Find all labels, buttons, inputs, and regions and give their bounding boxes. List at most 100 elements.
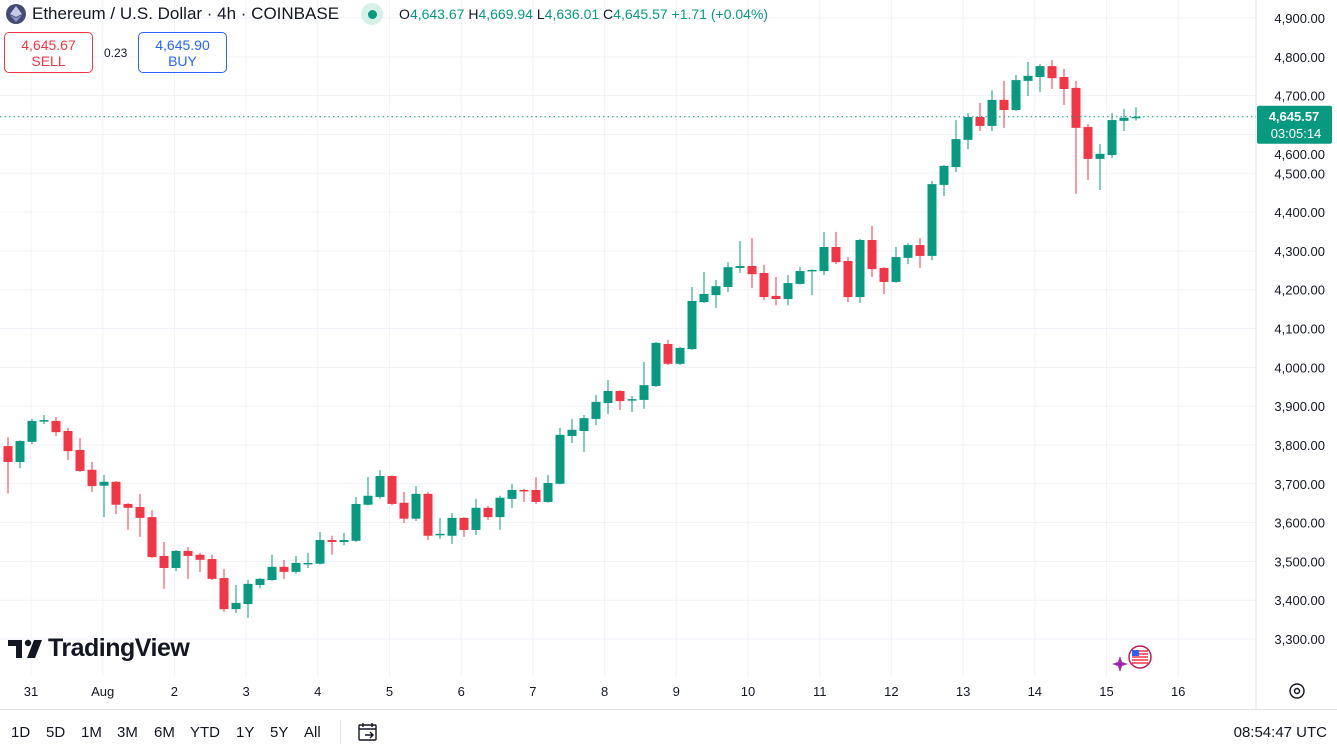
candle-body: [531, 489, 541, 502]
range-1d[interactable]: 1D: [11, 724, 31, 741]
candle-body: [447, 517, 457, 536]
x-tick-label: 3: [242, 684, 249, 699]
candle-body: [627, 399, 637, 401]
candle: [1071, 80, 1081, 194]
candle-body: [351, 503, 361, 541]
candle: [591, 394, 601, 426]
candle: [639, 361, 649, 409]
candle: [939, 165, 949, 197]
range-1y[interactable]: 1Y: [236, 724, 255, 741]
candle-body: [987, 99, 997, 126]
candle-body: [363, 495, 373, 505]
candle: [915, 238, 925, 268]
candle: [795, 267, 805, 285]
utc-clock[interactable]: 08:54:47 UTC: [1233, 724, 1327, 741]
candle: [963, 113, 973, 150]
candle-body: [243, 583, 253, 605]
candle: [327, 535, 337, 555]
x-tick-label: 7: [529, 684, 536, 699]
x-tick-label: 10: [741, 684, 755, 699]
candle: [699, 271, 709, 303]
toolbar-divider: [340, 720, 341, 744]
candle-body: [759, 272, 769, 298]
close-value: 4,645.57: [613, 6, 668, 22]
range-1m[interactable]: 1M: [81, 724, 102, 741]
candle-body: [3, 446, 13, 463]
range-all[interactable]: All: [304, 724, 321, 741]
candle-body: [123, 503, 133, 508]
buy-label: BUY: [168, 53, 197, 69]
spread-value: 0.23: [104, 46, 128, 60]
candle: [867, 226, 877, 277]
candle: [567, 418, 577, 443]
market-open-dot-icon[interactable]: [361, 3, 384, 25]
candle-body: [1023, 75, 1033, 81]
y-tick-label: 4,500.00: [1274, 166, 1325, 181]
candle: [207, 554, 217, 581]
x-tick-label: Aug: [91, 684, 114, 699]
x-tick-label: 6: [458, 684, 465, 699]
candle: [747, 238, 757, 289]
candle: [627, 396, 637, 412]
range-5y[interactable]: 5Y: [270, 724, 289, 741]
candle-body: [327, 540, 337, 542]
candle: [3, 437, 13, 494]
x-tick-label: 14: [1028, 684, 1042, 699]
candle-body: [195, 554, 205, 560]
range-ytd[interactable]: YTD: [190, 724, 220, 741]
settings-gear-icon[interactable]: [1289, 683, 1305, 699]
candle-body: [555, 434, 565, 484]
last-price-label-bg: [1257, 105, 1332, 144]
candle: [219, 569, 229, 612]
candle: [555, 427, 565, 485]
candle: [975, 102, 985, 131]
candle: [723, 262, 733, 293]
candle-body: [699, 293, 709, 303]
candle-body: [543, 482, 553, 502]
economic-events-flag-icon[interactable]: [1112, 645, 1152, 672]
gear-inner: [1293, 687, 1301, 695]
y-tick-label: 3,500.00: [1274, 554, 1325, 569]
candle: [495, 495, 505, 530]
range-6m[interactable]: 6M: [154, 724, 175, 741]
candle: [987, 90, 997, 131]
candle-body: [999, 99, 1009, 110]
tradingview-logo[interactable]: TradingView: [8, 634, 190, 663]
candle-body: [1095, 153, 1105, 159]
candle-body: [147, 517, 157, 558]
candle: [1047, 59, 1057, 90]
candle: [579, 415, 589, 452]
sell-label: SELL: [31, 53, 66, 69]
candle-body: [807, 269, 817, 272]
candle: [63, 427, 73, 461]
bottom-toolbar: 1D 5D 1M 3M 6M YTD 1Y 5Y All 08:54:47 UTC: [0, 709, 1337, 752]
y-tick-label: 4,400.00: [1274, 205, 1325, 220]
buy-button[interactable]: 4,645.90 BUY: [138, 32, 227, 73]
candle-body: [339, 540, 349, 542]
candle: [39, 415, 49, 424]
symbol-title[interactable]: Ethereum / U.S. Dollar · 4h · COINBASE: [32, 4, 340, 23]
candle-body: [99, 481, 109, 486]
candle: [819, 231, 829, 275]
bar-countdown: 03:05:14: [1271, 126, 1322, 141]
candle: [423, 491, 433, 541]
flag-canton: [1132, 650, 1139, 656]
x-tick-label: 4: [314, 684, 321, 699]
calendar-goto-icon[interactable]: [356, 720, 380, 744]
candle-body: [795, 271, 805, 284]
candle-body: [135, 507, 145, 518]
candle-body: [603, 390, 613, 404]
candle: [483, 505, 493, 520]
close-label: C: [603, 6, 614, 22]
candle-body: [183, 550, 193, 556]
candle-body: [291, 562, 301, 572]
candle: [387, 475, 397, 506]
range-5d[interactable]: 5D: [46, 724, 66, 741]
candle: [279, 559, 289, 579]
candle-body: [399, 502, 409, 519]
y-tick-label: 3,400.00: [1274, 593, 1325, 608]
candlestick-chart[interactable]: 31 Aug 2 3 4 5 6 7 8 9 10 11 12 13 14 15 16 4,900.00 4,800…: [0, 0, 1337, 709]
range-3m[interactable]: 3M: [117, 724, 138, 741]
x-tick-label: 9: [673, 684, 680, 699]
sell-button[interactable]: 4,645.67 SELL: [4, 32, 93, 73]
